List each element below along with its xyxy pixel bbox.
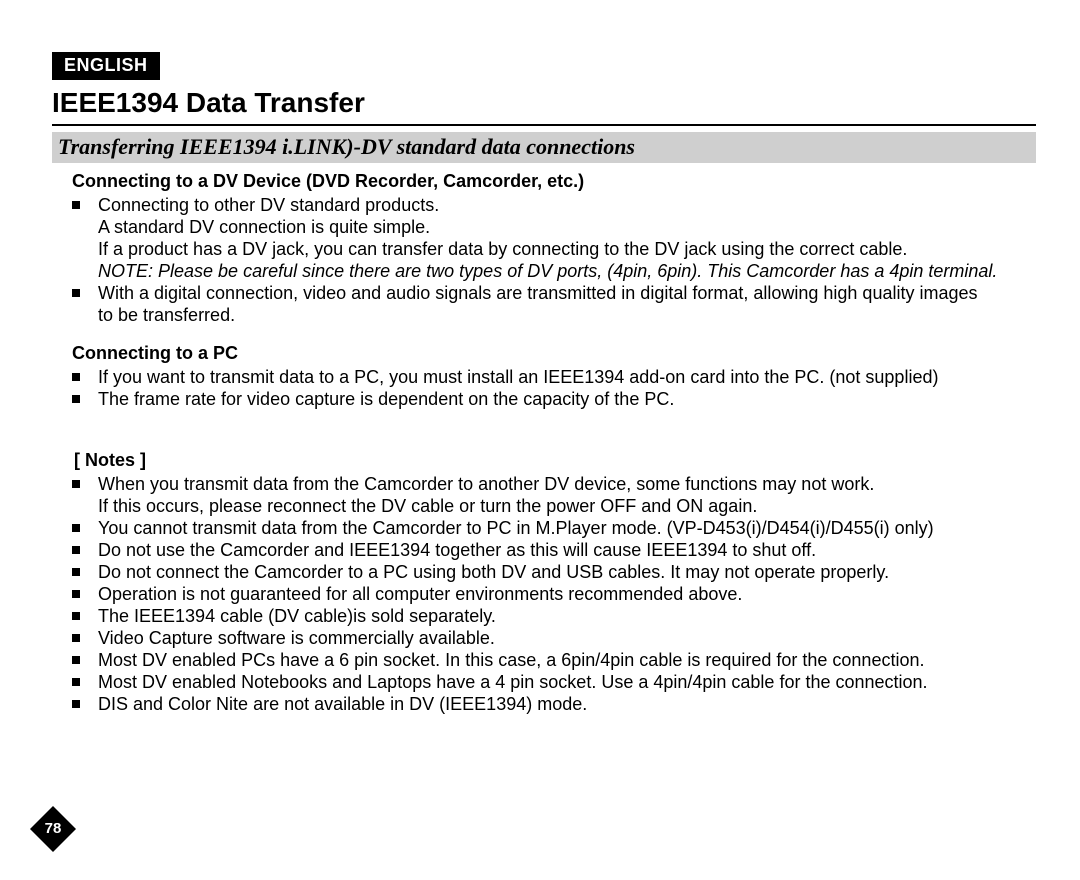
- list-item: If you want to transmit data to a PC, yo…: [72, 367, 1036, 389]
- section1-heading: Connecting to a DV Device (DVD Recorder,…: [72, 171, 1036, 193]
- section2-heading: Connecting to a PC: [72, 343, 1036, 365]
- body-text: Do not use the Camcorder and IEEE1394 to…: [98, 540, 816, 560]
- list-item: Connecting to other DV standard products…: [72, 195, 1036, 283]
- body-text: You cannot transmit data from the Camcor…: [98, 518, 934, 538]
- list-item: Video Capture software is commercially a…: [72, 628, 1036, 650]
- body-text: With a digital connection, video and aud…: [98, 283, 978, 303]
- body-text: Operation is not guaranteed for all comp…: [98, 584, 742, 604]
- page-title: IEEE1394 Data Transfer: [52, 86, 1036, 120]
- body-text: Video Capture software is commercially a…: [98, 628, 495, 648]
- body-text: When you transmit data from the Camcorde…: [98, 474, 874, 494]
- body-text: Do not connect the Camcorder to a PC usi…: [98, 562, 889, 582]
- body-text: Connecting to other DV standard products…: [98, 195, 439, 215]
- body-text: DIS and Color Nite are not available in …: [98, 694, 587, 714]
- page-number: 78: [45, 820, 62, 838]
- body-text: Most DV enabled Notebooks and Laptops ha…: [98, 672, 928, 692]
- list-item: You cannot transmit data from the Camcor…: [72, 518, 1036, 540]
- body-text: If you want to transmit data to a PC, yo…: [98, 367, 938, 387]
- list-item: Most DV enabled Notebooks and Laptops ha…: [72, 672, 1036, 694]
- list-item: With a digital connection, video and aud…: [72, 283, 1036, 327]
- list-item: Do not use the Camcorder and IEEE1394 to…: [72, 540, 1036, 562]
- section2-list: If you want to transmit data to a PC, yo…: [72, 367, 1036, 411]
- note-text: NOTE: Please be careful since there are …: [98, 261, 997, 281]
- list-item: Most DV enabled PCs have a 6 pin socket.…: [72, 650, 1036, 672]
- notes-label: [ Notes ]: [74, 450, 1036, 472]
- list-item: Do not connect the Camcorder to a PC usi…: [72, 562, 1036, 584]
- list-item: When you transmit data from the Camcorde…: [72, 474, 1036, 518]
- body-text: to be transferred.: [98, 305, 235, 325]
- list-item: The IEEE1394 cable (DV cable)is sold sep…: [72, 606, 1036, 628]
- body-text: Most DV enabled PCs have a 6 pin socket.…: [98, 650, 924, 670]
- body-text: The IEEE1394 cable (DV cable)is sold sep…: [98, 606, 496, 626]
- body-text: A standard DV connection is quite simple…: [98, 217, 430, 237]
- body-text: The frame rate for video capture is depe…: [98, 389, 674, 409]
- title-rule: [52, 124, 1036, 126]
- body-text: If this occurs, please reconnect the DV …: [98, 496, 757, 516]
- language-tag: ENGLISH: [52, 52, 160, 80]
- subtitle-bar: Transferring IEEE1394 i.LINK)-DV standar…: [52, 132, 1036, 163]
- page-number-badge: 78: [28, 804, 78, 854]
- list-item: Operation is not guaranteed for all comp…: [72, 584, 1036, 606]
- body-text: If a product has a DV jack, you can tran…: [98, 239, 907, 259]
- section1-list: Connecting to other DV standard products…: [72, 195, 1036, 327]
- notes-list: When you transmit data from the Camcorde…: [72, 474, 1036, 715]
- list-item: DIS and Color Nite are not available in …: [72, 694, 1036, 716]
- list-item: The frame rate for video capture is depe…: [72, 389, 1036, 411]
